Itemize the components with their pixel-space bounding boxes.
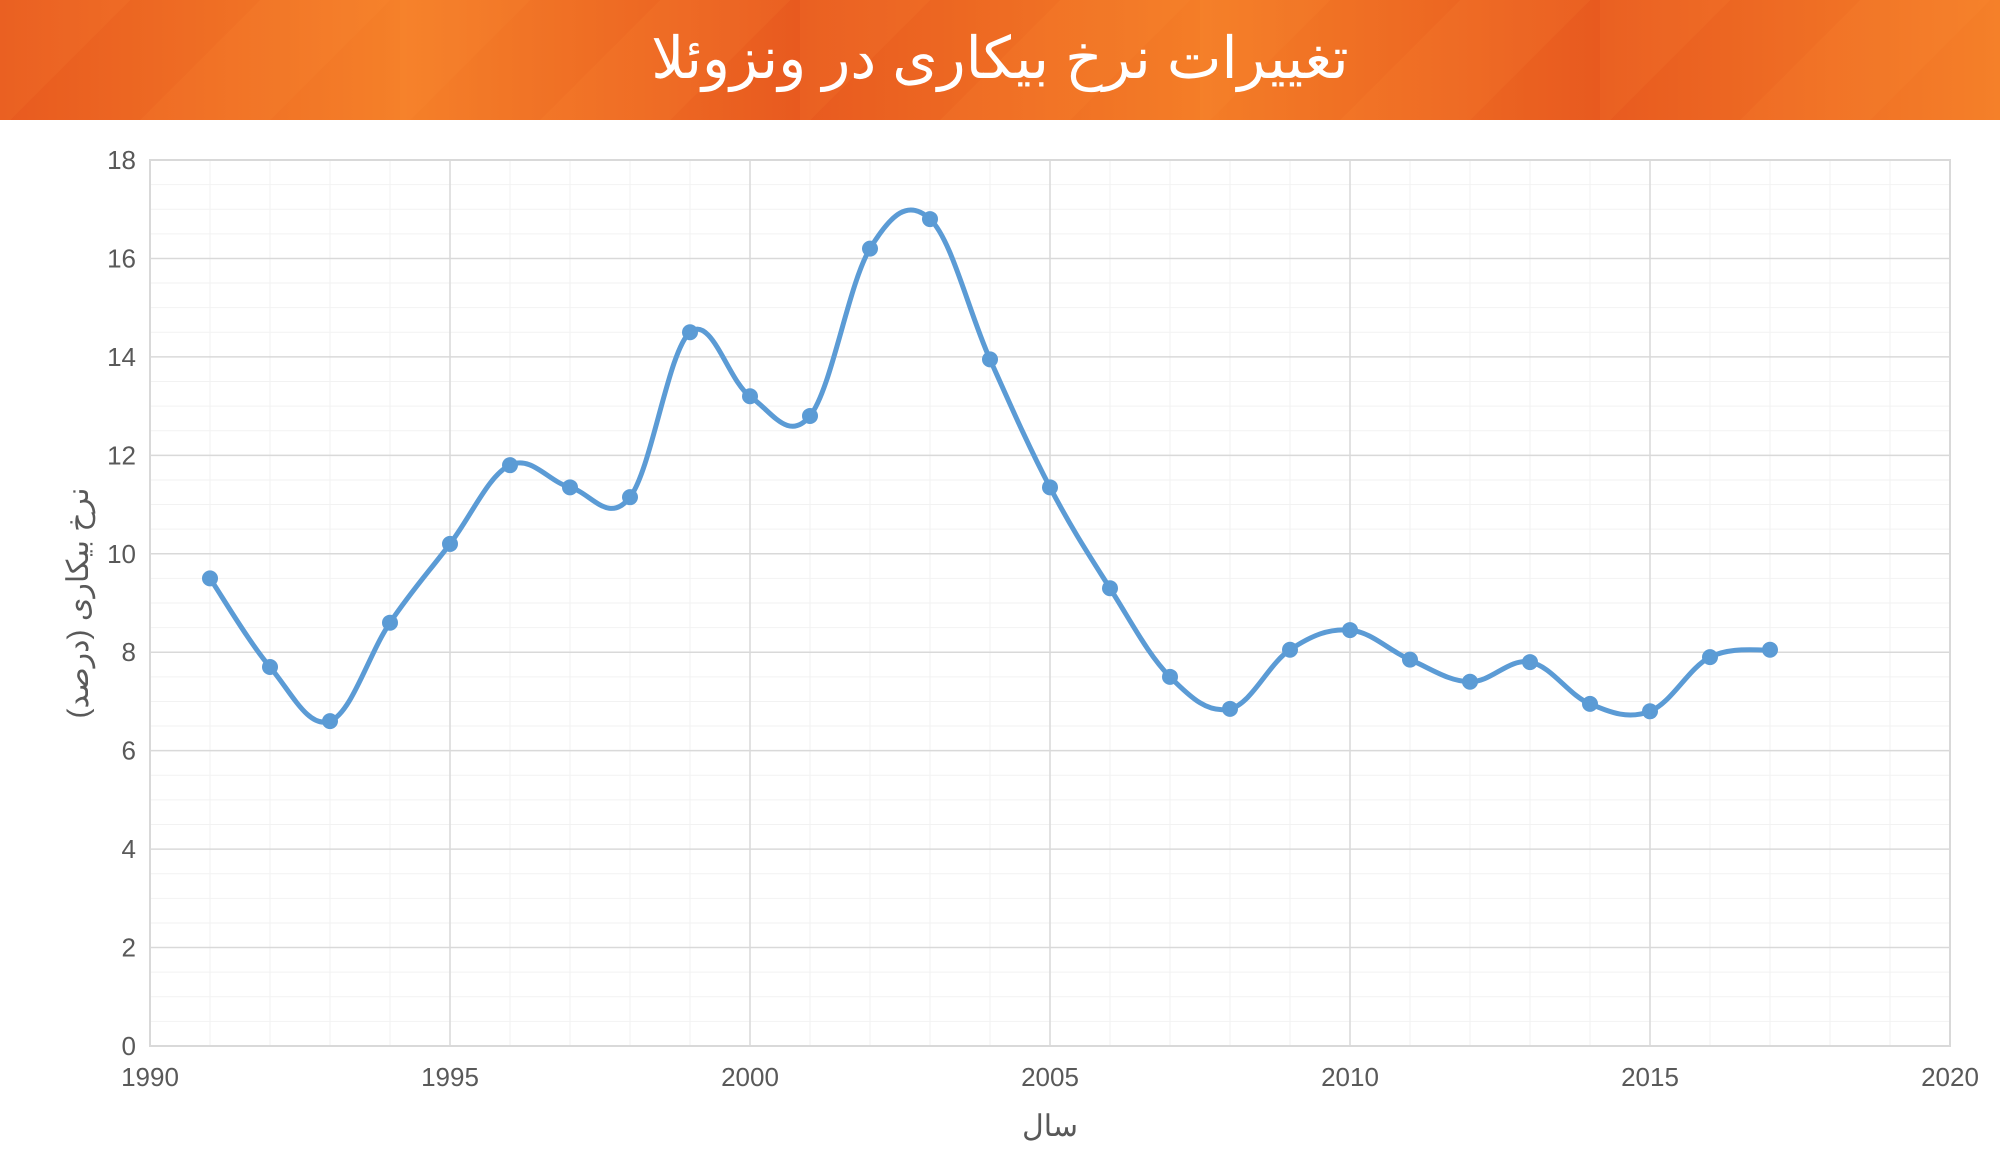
data-point	[1342, 622, 1358, 638]
data-point	[802, 408, 818, 424]
data-point	[382, 615, 398, 631]
data-point	[982, 351, 998, 367]
x-tick-label: 2015	[1621, 1062, 1679, 1092]
data-point	[1282, 642, 1298, 658]
data-point	[862, 241, 878, 257]
data-point	[1462, 674, 1478, 690]
data-point	[1522, 654, 1538, 670]
x-tick-label: 2010	[1321, 1062, 1379, 1092]
y-tick-label: 14	[107, 342, 136, 372]
x-axis-label: سال	[1022, 1110, 1078, 1143]
data-point	[262, 659, 278, 675]
y-tick-label: 4	[122, 834, 136, 864]
data-point	[502, 457, 518, 473]
y-axis-label: نرخ بیکاری (درصد)	[62, 487, 96, 718]
y-tick-label: 16	[107, 243, 136, 273]
x-tick-label: 2020	[1921, 1062, 1979, 1092]
y-tick-labels: 0 2 4 6 8 10 12 14 16 18	[107, 145, 136, 1061]
data-point	[1702, 649, 1718, 665]
chart-title: تغییرات نرخ بیکاری در ونزوئلا	[651, 24, 1348, 92]
data-point	[1582, 696, 1598, 712]
y-tick-label: 6	[122, 736, 136, 766]
x-tick-label: 2000	[721, 1062, 779, 1092]
data-point	[202, 570, 218, 586]
y-tick-label: 2	[122, 933, 136, 963]
data-point	[1042, 479, 1058, 495]
y-tick-label: 12	[107, 440, 136, 470]
data-point	[562, 479, 578, 495]
page-root: تغییرات نرخ بیکاری در ونزوئلا 0 2 4 6 8 10 12 1…	[0, 0, 2000, 1176]
data-point	[742, 388, 758, 404]
data-point	[1222, 701, 1238, 717]
x-tick-label: 2005	[1021, 1062, 1079, 1092]
data-point	[1102, 580, 1118, 596]
y-tick-label: 8	[122, 637, 136, 667]
data-point	[322, 713, 338, 729]
x-tick-label: 1995	[421, 1062, 479, 1092]
data-point	[922, 211, 938, 227]
chart-container: 0 2 4 6 8 10 12 14 16 18 1990 1995 2000 2005 2010 2015 2…	[60, 140, 1980, 1156]
line-chart: 0 2 4 6 8 10 12 14 16 18 1990 1995 2000 2005 2010 2015 2…	[60, 140, 1980, 1156]
data-point	[682, 324, 698, 340]
y-tick-label: 18	[107, 145, 136, 175]
y-tick-label: 10	[107, 539, 136, 569]
x-tick-labels: 1990 1995 2000 2005 2010 2015 2020	[121, 1062, 1979, 1092]
data-point	[1762, 642, 1778, 658]
data-point	[1642, 703, 1658, 719]
x-tick-label: 1990	[121, 1062, 179, 1092]
data-point	[1402, 652, 1418, 668]
data-point	[1162, 669, 1178, 685]
data-point	[442, 536, 458, 552]
y-tick-label: 0	[122, 1031, 136, 1061]
data-point	[622, 489, 638, 505]
title-bar: تغییرات نرخ بیکاری در ونزوئلا	[0, 0, 2000, 120]
